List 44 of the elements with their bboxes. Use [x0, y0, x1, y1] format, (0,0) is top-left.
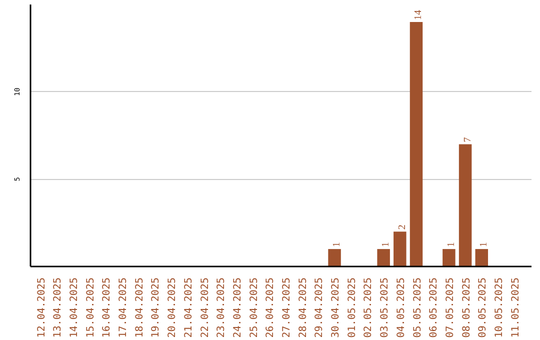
data-label: 2 — [396, 224, 408, 230]
x-tick-label: 10.05.2025 — [494, 277, 505, 338]
x-tick-label: 24.04.2025 — [232, 277, 244, 338]
bar — [410, 22, 423, 266]
x-tick-label: 07.05.2025 — [444, 277, 456, 338]
data-label: 1 — [478, 242, 490, 248]
x-tick-label: 16.04.2025 — [102, 277, 113, 338]
bar — [377, 249, 390, 266]
x-tick-label: 04.05.2025 — [396, 277, 407, 338]
x-tick-label: 29.04.2025 — [314, 277, 326, 338]
x-tick-label: 12.04.2025 — [36, 277, 48, 338]
x-tick-label: 13.04.2025 — [52, 277, 64, 338]
x-tick-label: 06.05.2025 — [428, 277, 440, 338]
x-tick-label: 02.05.2025 — [363, 277, 374, 338]
x-tick-label: 14.04.2025 — [69, 277, 80, 338]
x-tick-label: 15.04.2025 — [85, 277, 96, 338]
bar — [458, 144, 472, 266]
data-label: 1 — [380, 242, 392, 248]
x-tick-label: 30.04.2025 — [330, 277, 342, 338]
x-tick-label: 22.04.2025 — [200, 277, 211, 338]
x-tick-label: 01.05.2025 — [346, 277, 358, 338]
x-tick-label: 09.05.2025 — [478, 277, 489, 338]
x-tick-label: 21.04.2025 — [183, 277, 194, 338]
x-tick-label: 17.04.2025 — [118, 277, 130, 338]
x-tick-label: 25.04.2025 — [248, 277, 260, 338]
data-label: 14 — [413, 10, 424, 20]
x-tick-label: 11.05.2025 — [510, 277, 522, 338]
bar — [442, 249, 456, 266]
x-tick-label: 20.04.2025 — [167, 277, 178, 338]
x-tick-label: 23.04.2025 — [216, 277, 228, 338]
x-tick-label: 03.05.2025 — [380, 277, 391, 338]
data-label: 1 — [332, 242, 343, 248]
x-tick-label: 28.04.2025 — [298, 277, 309, 338]
bar — [394, 232, 406, 266]
data-label: 7 — [462, 137, 474, 142]
x-tick-label: 18.04.2025 — [134, 277, 146, 338]
bar — [475, 249, 488, 266]
x-tick-label: 05.05.2025 — [412, 277, 424, 338]
data-label: 1 — [446, 242, 457, 248]
x-tick-label: 27.04.2025 — [281, 277, 292, 338]
x-tick-label: 26.04.2025 — [265, 277, 276, 338]
bar — [328, 249, 341, 266]
x-tick-label: 08.05.2025 — [461, 277, 472, 338]
x-tick-label: 19.04.2025 — [150, 277, 162, 338]
